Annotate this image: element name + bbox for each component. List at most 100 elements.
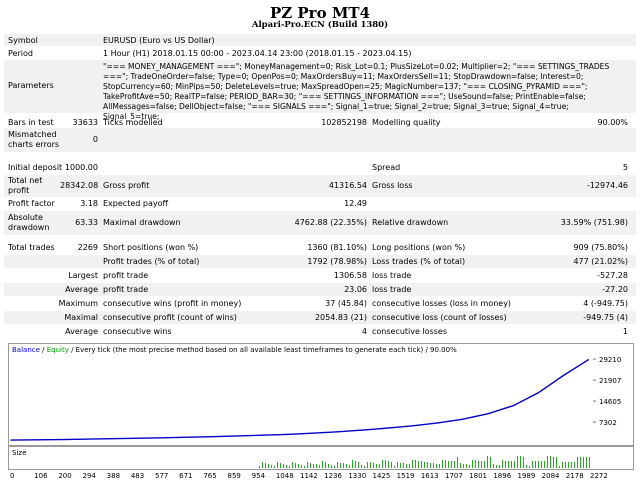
size-bar [289,466,290,468]
x-tick-label: 1048 [276,472,294,480]
x-tick-label: 294 [83,472,97,480]
size-bar [508,461,509,468]
x-tick-label: 1425 [373,472,391,480]
size-bar [352,460,353,468]
size-bar [391,462,392,468]
balance-series-line [10,359,589,441]
size-bar [382,460,383,468]
ticks-label: Ticks modelled [103,118,163,127]
long-label: Long positions (won %) [372,243,466,252]
size-bar [472,460,473,468]
size-bar [394,466,395,468]
size-bar [412,460,413,468]
avgcons-wins-value: 4 [361,327,367,336]
size-bar [397,462,398,468]
maximal-wins-value: 2054.83 (21) [314,313,367,322]
size-bar [340,463,341,468]
symbol-label: Symbol [8,36,38,45]
size-bar [481,461,482,468]
largest-label: Largest [68,271,98,280]
trades-value: 2269 [77,243,98,252]
netprofit-row-bg [4,175,636,197]
size-bar [364,466,365,468]
grossprofit-value: 41316.54 [328,181,367,190]
balance-chart-panel: Balance / Equity / Every tick (the most … [8,343,634,446]
chart-legend: Balance / Equity / Every tick (the most … [12,345,457,355]
reldd-value: 33.59% (751.98) [560,218,628,227]
size-bar [502,460,503,468]
size-bar [556,457,557,468]
size-bar [535,461,536,468]
x-tick-label: 483 [131,472,144,480]
balance-point [311,432,313,434]
size-label: Size [12,449,27,457]
size-bar [379,464,380,468]
balance-point [562,374,564,377]
maximal-losses-label: consecutive loss (count of losses) [372,313,507,322]
ticks-value: 102852198 [321,118,367,127]
maximal-label: Maximal [64,313,98,322]
average-profit-value: 23.06 [344,285,367,294]
report-title: PZ Pro MT4 [269,4,371,22]
pf-label: Profit factor [8,199,55,208]
size-bar [589,457,590,468]
period-value: 1 Hour (H1) 2018.01.15 00:00 - 2023.04.1… [103,49,412,58]
max-wins-value: 37 (45.84) [325,299,367,308]
size-bar [298,464,299,468]
absdd-value: 63.33 [75,218,98,227]
absdd-label: Absolute drawdown [8,213,50,232]
size-bar [331,465,332,468]
size-bar [442,460,443,468]
size-bar [580,457,581,468]
size-bar [568,462,569,468]
average-loss-label: loss trade [372,285,412,294]
bars-label: Bars in test [8,118,54,127]
y-tick-label: 14605 [599,398,621,406]
size-bar [274,466,275,468]
size-bar [346,464,347,468]
max-wins-label: consecutive wins (profit in money) [103,299,242,308]
size-bar [574,462,575,468]
balance-point [286,433,288,435]
size-bar [484,461,485,468]
size-bar [541,461,542,468]
size-bar [334,466,335,468]
average-label: Average [65,285,98,294]
max-losses-value: 4 (-949.75) [583,299,628,308]
short-label: Short positions (won %) [103,243,199,252]
parameters-value: "=== MONEY_MANAGEMENT ==="; MoneyManagem… [103,62,610,121]
size-bar [271,465,272,468]
size-bar [283,464,284,468]
balance-point [336,431,339,433]
average-profit-label: profit trade [103,285,149,294]
x-tick-label: 200 [58,472,71,480]
size-bar [280,463,281,468]
size-bar [400,463,401,468]
size-bar [532,461,533,468]
balance-point [161,437,163,439]
symbol-row-bg [4,34,636,46]
y-tick-label: 7302 [599,419,617,427]
size-bar [433,463,434,468]
quality-label: Modelling quality [372,118,441,127]
size-bar [526,465,527,468]
size-bar [322,461,323,468]
size-bar [376,464,377,468]
size-bar [463,464,464,468]
y-tick-label: 21907 [599,377,621,385]
maxdd-label: Maximal drawdown [103,218,181,227]
period-label: Period [8,49,33,58]
mismatch-value: 0 [92,135,98,144]
size-bar [406,464,407,468]
size-bar [310,463,311,468]
x-tick-label: 671 [179,472,192,480]
size-bar [553,457,554,468]
average-row-bg [4,283,636,296]
grossprofit-label: Gross profit [103,181,150,190]
size-bar [349,465,350,468]
size-bar [547,456,548,468]
size-bar [466,464,467,468]
balance-point [587,359,590,361]
maximal-losses-value: -949.75 (4) [583,313,628,322]
x-tick-label: 1236 [324,472,342,480]
